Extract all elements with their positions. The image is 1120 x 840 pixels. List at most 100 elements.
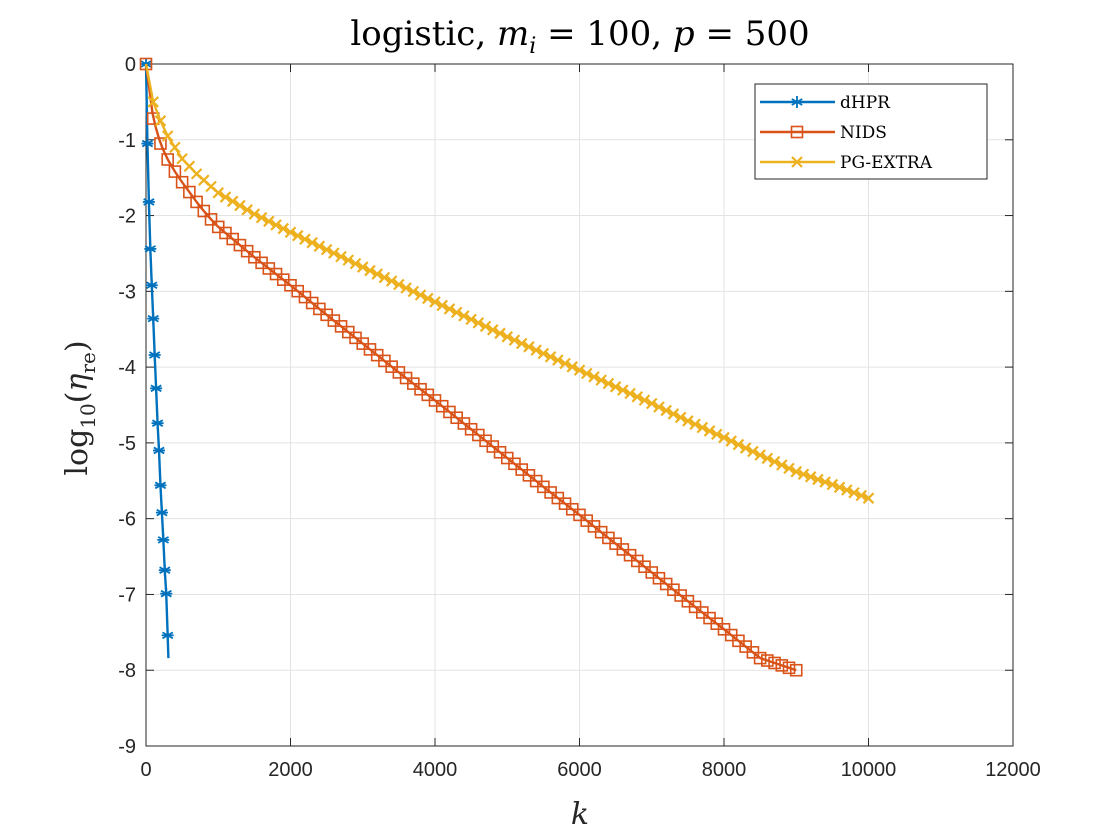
y-tick-label: -3	[118, 281, 136, 303]
data-point	[674, 411, 687, 424]
marker-stroke	[660, 404, 672, 417]
x-tick-label: 12000	[985, 759, 1041, 781]
marker-stroke	[414, 289, 427, 301]
marker-stroke	[472, 317, 485, 329]
marker-stroke	[349, 257, 362, 270]
data-point	[153, 444, 166, 457]
data-point	[364, 264, 376, 277]
legend-sample-nids	[760, 125, 835, 139]
data-point	[754, 449, 766, 461]
marker-stroke	[667, 408, 680, 420]
data-point	[689, 418, 701, 431]
marker-stroke	[725, 435, 738, 447]
marker-stroke	[617, 384, 629, 396]
marker-stroke	[595, 374, 607, 386]
y-tick-label: -8	[118, 660, 136, 682]
marker-stroke	[385, 275, 398, 287]
data-point	[768, 656, 781, 670]
data-point	[595, 374, 607, 386]
data-point	[144, 242, 157, 255]
title-text-1: logistic,	[350, 14, 497, 54]
data-point	[588, 371, 600, 383]
data-point	[631, 391, 644, 403]
data-point	[609, 381, 622, 393]
marker-stroke	[313, 240, 326, 252]
ylabel-paren-close: )	[60, 340, 95, 352]
data-point	[559, 357, 571, 370]
data-point	[523, 341, 535, 353]
data-point	[335, 250, 347, 263]
data-point	[833, 481, 846, 494]
plot-series	[139, 57, 875, 677]
data-point	[175, 175, 189, 189]
marker-stroke	[732, 438, 745, 451]
marker-stroke	[515, 337, 528, 350]
marker-stroke	[710, 428, 723, 441]
data-point	[732, 438, 745, 451]
data-point	[141, 137, 154, 150]
data-point	[342, 254, 355, 266]
marker-stroke	[826, 478, 839, 491]
title-text-3: = 500	[695, 14, 810, 54]
marker-stroke	[299, 233, 311, 245]
data-point	[154, 479, 167, 492]
marker-stroke	[819, 476, 831, 488]
data-point	[248, 208, 261, 220]
marker-stroke	[328, 247, 340, 259]
marker-stroke	[682, 415, 694, 427]
marker-stroke	[653, 401, 665, 413]
data-point	[155, 506, 168, 519]
data-point	[710, 428, 723, 441]
marker-stroke	[645, 397, 658, 410]
data-point	[789, 663, 803, 677]
data-point	[819, 476, 831, 488]
data-point	[150, 382, 163, 395]
marker-stroke	[674, 411, 687, 424]
y-tick-label: -2	[118, 206, 136, 228]
ylabel-paren-open: (	[60, 392, 95, 404]
y-tick-label: -1	[118, 130, 136, 152]
title-sub-i: i	[529, 34, 536, 59]
data-point	[775, 659, 789, 672]
data-point	[414, 289, 427, 301]
data-point	[277, 222, 290, 235]
marker-stroke	[537, 347, 550, 360]
title-text-2: = 100,	[536, 14, 673, 54]
data-point	[436, 299, 449, 312]
data-point	[313, 240, 326, 252]
data-point	[161, 130, 174, 142]
ylabel-sub-10: 10	[76, 403, 100, 428]
legend-marker	[791, 96, 803, 108]
marker-stroke	[833, 481, 846, 494]
marker-stroke	[205, 180, 217, 193]
data-point	[703, 425, 716, 437]
data-point	[696, 421, 709, 434]
marker-stroke	[248, 208, 261, 220]
chart-title: logistic, mi = 100, p = 500	[350, 14, 809, 59]
data-point	[458, 310, 470, 322]
marker-stroke	[443, 303, 456, 315]
data-point	[320, 243, 333, 256]
data-point	[161, 153, 174, 166]
marker-stroke	[487, 324, 499, 336]
marker-stroke	[378, 271, 391, 284]
data-point	[371, 268, 383, 280]
data-point	[263, 215, 275, 228]
marker-stroke	[169, 141, 181, 154]
data-point	[804, 471, 817, 483]
marker-stroke	[147, 96, 160, 108]
data-point	[255, 211, 268, 224]
marker-stroke	[508, 334, 521, 346]
marker-stroke	[696, 421, 709, 434]
marker-stroke	[804, 471, 817, 483]
marker-stroke	[364, 264, 376, 277]
data-point	[145, 279, 158, 292]
data-point	[472, 317, 485, 329]
data-point	[385, 275, 398, 287]
data-point	[443, 303, 456, 315]
data-point	[617, 384, 629, 396]
data-point	[158, 564, 171, 577]
data-point	[142, 195, 155, 208]
data-point	[219, 191, 232, 203]
marker-stroke	[552, 354, 564, 366]
